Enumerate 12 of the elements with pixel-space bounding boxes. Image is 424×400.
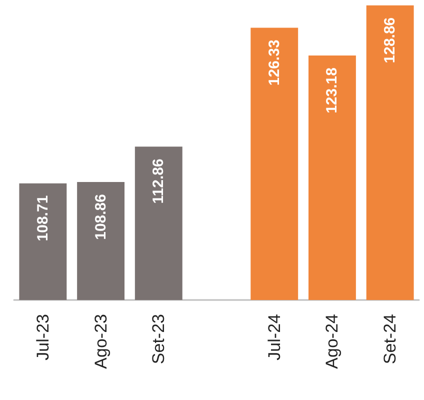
data-label: 112.86 xyxy=(150,158,168,204)
data-label: 128.86 xyxy=(382,17,399,64)
x-tick-label: Ago-23 xyxy=(91,314,110,369)
data-label: 126.33 xyxy=(266,40,283,86)
x-tick-label: Ago-24 xyxy=(322,314,342,369)
data-label: 123.18 xyxy=(324,68,341,114)
x-tick-label: Jul-24 xyxy=(264,314,284,360)
data-label: 108.71 xyxy=(34,195,52,242)
x-tick-label: Jul-23 xyxy=(33,314,52,360)
data-label: 108.86 xyxy=(92,194,110,240)
x-tick-label: Set-24 xyxy=(380,314,400,364)
x-tick-label: Set-23 xyxy=(149,314,168,364)
